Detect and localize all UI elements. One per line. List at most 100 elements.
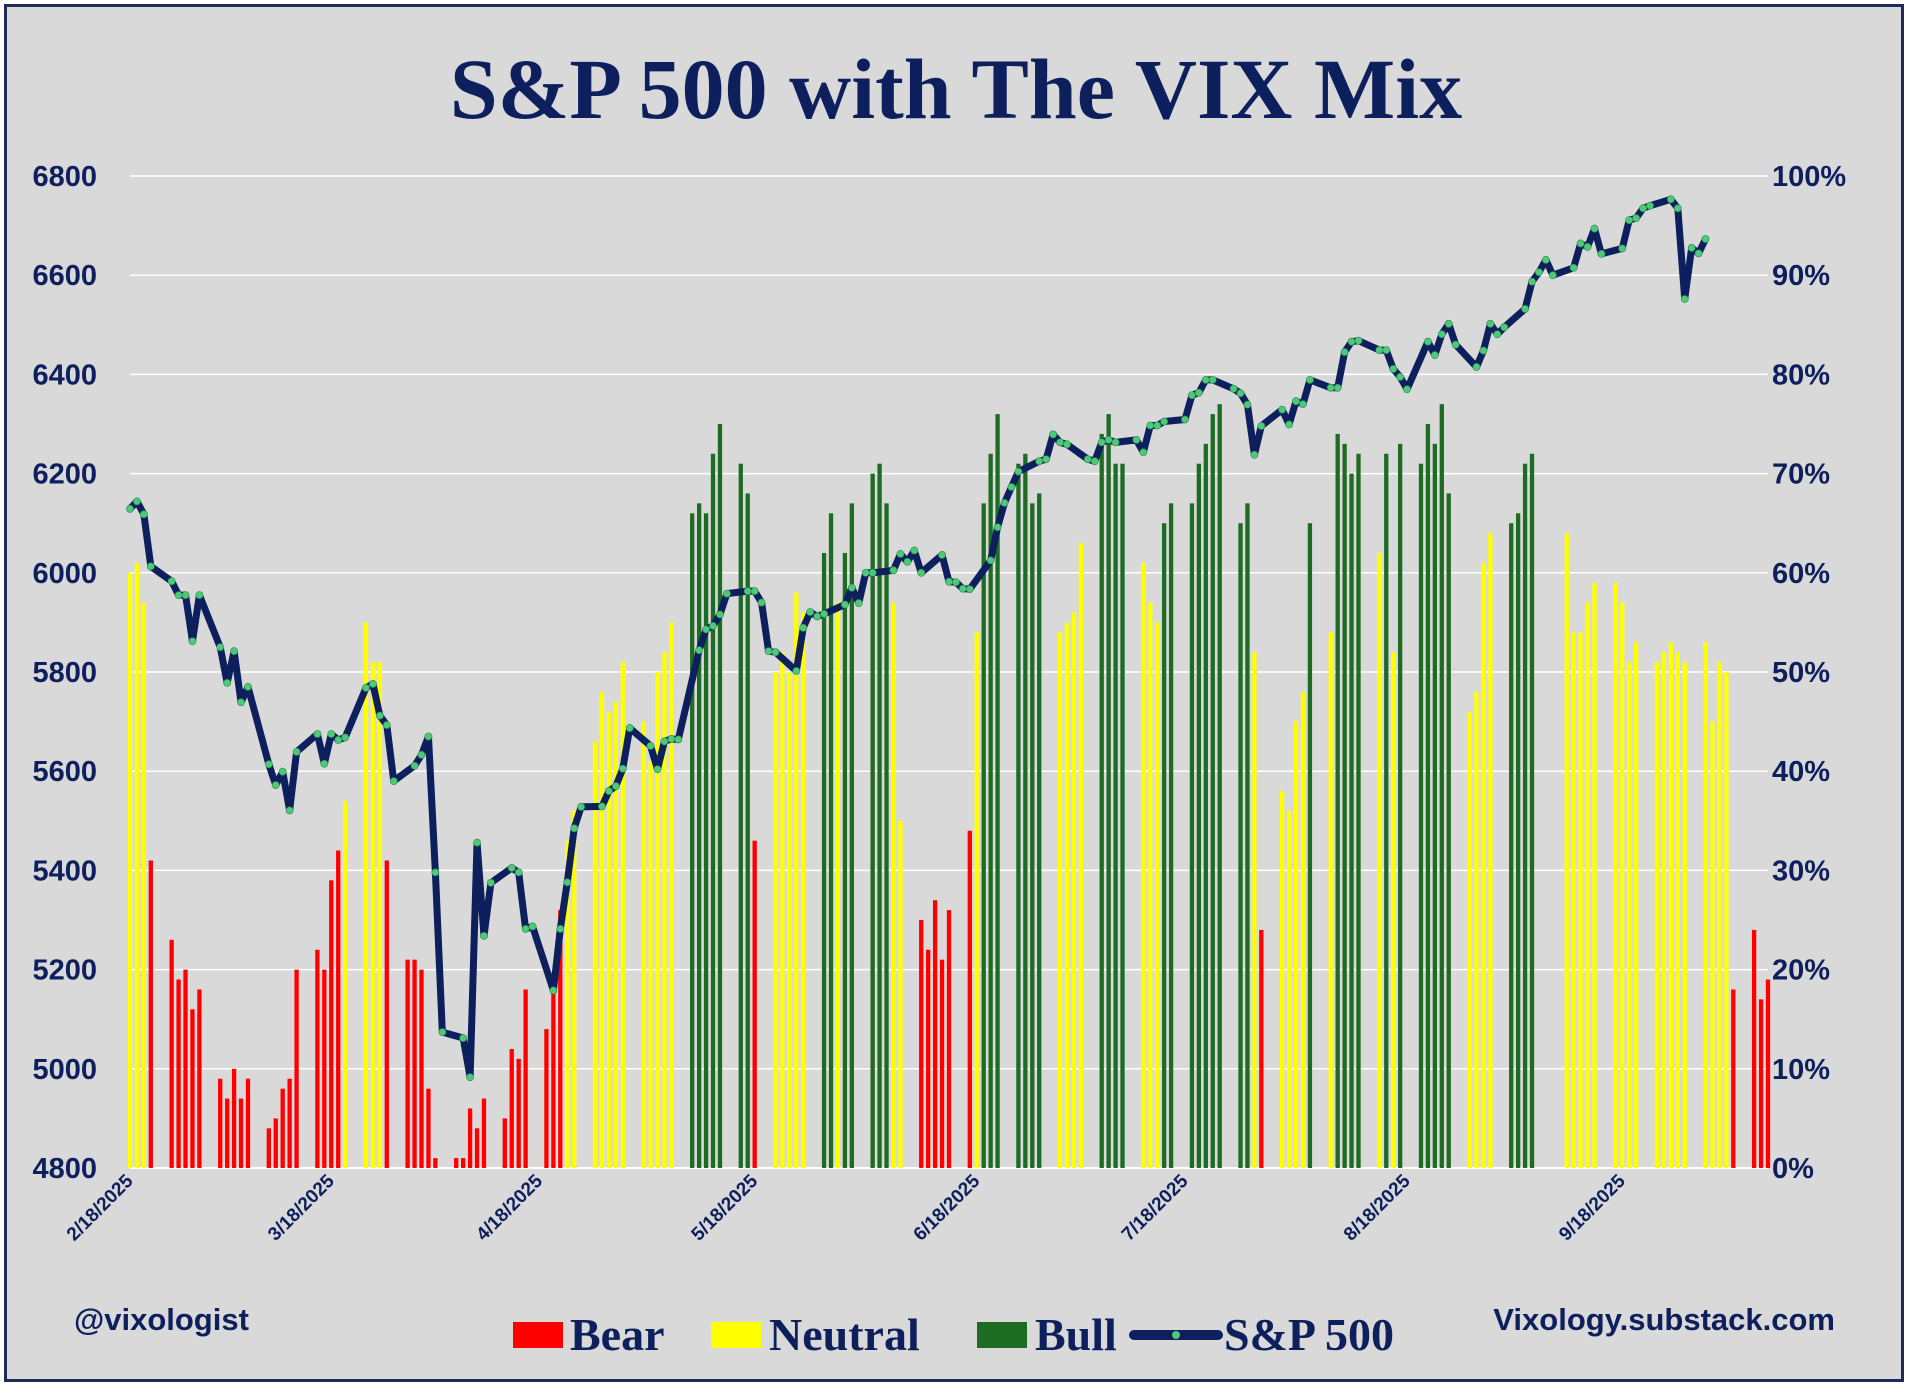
- bar-bull: [884, 503, 889, 1168]
- spx-point: [1063, 440, 1071, 449]
- spx-point: [1632, 214, 1641, 223]
- bar-bear: [558, 910, 563, 1168]
- spx-point: [341, 733, 350, 742]
- spx-point: [139, 510, 148, 519]
- bar-bull: [1106, 414, 1111, 1169]
- bar-neutral: [641, 721, 646, 1168]
- bar-neutral: [1661, 652, 1667, 1168]
- bar-neutral: [1481, 562, 1486, 1168]
- spx-point: [695, 646, 704, 655]
- spx-point: [1340, 348, 1349, 356]
- spx-point: [1292, 397, 1300, 406]
- spx-point: [605, 787, 613, 795]
- spx-point: [1056, 438, 1064, 447]
- spx-point: [431, 868, 440, 877]
- spx-point: [466, 1073, 474, 1082]
- bar-neutral: [1620, 602, 1625, 1168]
- spx-point: [1194, 388, 1203, 397]
- bar-neutral: [572, 810, 577, 1168]
- bar-bear: [1751, 929, 1757, 1168]
- bar-bear: [551, 979, 556, 1168]
- spx-point: [1625, 216, 1634, 225]
- spx-point: [1236, 389, 1245, 398]
- spx-point: [1479, 346, 1488, 355]
- bar-bear: [919, 920, 924, 1168]
- bar-neutral: [1585, 602, 1590, 1168]
- spx-point: [1472, 363, 1481, 371]
- spx-point: [507, 864, 516, 872]
- bar-bull: [828, 513, 834, 1168]
- bar-neutral: [1293, 721, 1299, 1168]
- spx-point: [389, 777, 398, 786]
- spx-point: [410, 761, 419, 770]
- bar-bear: [544, 1029, 549, 1168]
- spx-point: [1701, 235, 1710, 243]
- bar-bear: [225, 1098, 230, 1168]
- spx-point: [244, 682, 252, 691]
- chart-title: S&P 500 with The VIX Mix: [450, 41, 1462, 137]
- bar-neutral: [620, 662, 625, 1168]
- spx-point: [813, 612, 822, 621]
- bar-bull: [1168, 503, 1174, 1168]
- bar-neutral: [1703, 642, 1708, 1168]
- spx-point: [1083, 455, 1092, 464]
- left-tick-label: 4800: [32, 1153, 97, 1185]
- bar-bull: [1238, 523, 1243, 1168]
- bar-neutral: [1724, 672, 1729, 1168]
- spx-point: [1306, 375, 1314, 384]
- spx-point: [611, 782, 620, 790]
- spx-point: [195, 591, 204, 600]
- x-tick-label: 6/18/2025: [910, 1170, 985, 1245]
- x-tick-label: 4/18/2025: [472, 1170, 547, 1245]
- bar-bear: [190, 1009, 195, 1168]
- bar-series: [127, 404, 1771, 1169]
- right-tick-label: 90%: [1772, 260, 1830, 292]
- bar-bear: [1731, 989, 1736, 1168]
- bar-bear: [752, 840, 757, 1168]
- bar-neutral: [606, 711, 612, 1168]
- right-tick-label: 30%: [1772, 855, 1830, 887]
- spx-point: [1535, 268, 1543, 277]
- bar-neutral: [1148, 602, 1153, 1168]
- bar-neutral: [1467, 711, 1472, 1168]
- bar-bear: [932, 900, 938, 1168]
- bar-bear: [419, 969, 424, 1168]
- spx-point: [1104, 435, 1113, 444]
- spx-point: [237, 698, 245, 707]
- spx-point: [1250, 450, 1259, 459]
- spx-point: [903, 557, 912, 566]
- spx-point: [618, 764, 627, 773]
- spx-point: [1007, 483, 1016, 491]
- bar-neutral: [1064, 622, 1070, 1168]
- bar-neutral: [1488, 533, 1493, 1168]
- spx-point: [223, 679, 232, 687]
- bar-neutral: [592, 741, 598, 1168]
- spx-point: [563, 878, 572, 887]
- bar-neutral: [1578, 632, 1583, 1168]
- left-tick-label: 5200: [32, 955, 97, 987]
- bar-bear: [336, 850, 341, 1168]
- bar-neutral: [1654, 662, 1660, 1168]
- spx-point: [1347, 337, 1356, 346]
- spx-point: [382, 721, 391, 729]
- spx-point: [1694, 249, 1703, 258]
- spx-point: [861, 568, 870, 577]
- spx-point: [1111, 438, 1120, 447]
- spx-point: [910, 546, 919, 555]
- left-tick-label: 5400: [32, 855, 97, 887]
- legend-swatch-neutral: [711, 1322, 761, 1348]
- bar-bear: [926, 949, 931, 1168]
- bar-bear: [273, 1118, 278, 1168]
- spx-point: [1326, 383, 1335, 392]
- spx-point: [1569, 263, 1578, 272]
- bar-neutral: [127, 572, 133, 1168]
- legend-swatch-bear: [513, 1322, 563, 1348]
- bar-bear: [218, 1078, 223, 1168]
- bar-bull: [1203, 443, 1208, 1169]
- spx-point: [1354, 336, 1363, 345]
- bar-bear: [946, 910, 952, 1168]
- spx-point: [945, 577, 953, 586]
- bar-bear: [481, 1098, 487, 1168]
- bar-bear: [245, 1078, 251, 1168]
- spx-point: [965, 585, 974, 594]
